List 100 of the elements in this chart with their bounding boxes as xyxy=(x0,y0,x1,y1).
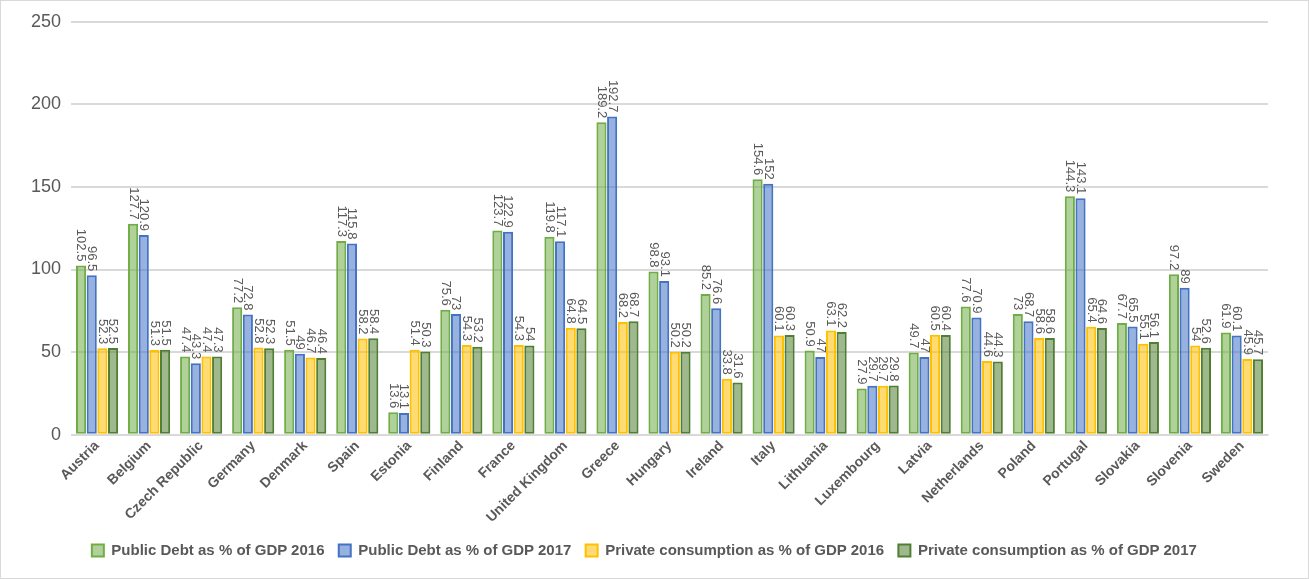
bar xyxy=(919,357,930,434)
bar xyxy=(264,348,275,434)
bar xyxy=(825,330,837,434)
bar xyxy=(86,275,97,434)
data-label: 60.3 xyxy=(783,305,799,332)
y-tick-label: 150 xyxy=(30,175,62,196)
data-label: 96.5 xyxy=(85,246,101,272)
bar xyxy=(420,351,431,434)
bar xyxy=(502,231,514,434)
bar xyxy=(700,293,711,434)
bar xyxy=(284,349,295,434)
bar xyxy=(1064,196,1075,434)
bar xyxy=(971,317,982,434)
data-label: 85.2 xyxy=(698,264,714,290)
legend-label: Public Debt as % of GDP 2017 xyxy=(358,540,572,558)
bar xyxy=(212,356,223,434)
bar xyxy=(908,352,919,434)
y-tick-label: 50 xyxy=(41,341,62,362)
bar xyxy=(1242,358,1253,434)
y-tick-label: 0 xyxy=(51,423,62,444)
bar xyxy=(576,328,587,434)
bar xyxy=(398,413,410,434)
bar xyxy=(607,116,618,434)
legend-label: Public Debt as % of GDP 2016 xyxy=(111,540,325,558)
bar xyxy=(804,350,815,434)
bar xyxy=(75,265,87,434)
bar xyxy=(1012,314,1023,434)
bar xyxy=(721,378,732,434)
bar xyxy=(659,280,670,434)
bar xyxy=(1252,359,1264,434)
bar xyxy=(1220,332,1232,434)
bar xyxy=(1116,322,1127,434)
data-label: 98.8 xyxy=(646,242,662,268)
bar xyxy=(877,385,889,434)
bar xyxy=(440,309,451,434)
bar xyxy=(253,347,264,434)
bar xyxy=(190,363,201,434)
bar xyxy=(450,314,462,434)
bar xyxy=(1044,337,1055,434)
data-label: 60.1 xyxy=(1230,306,1246,332)
bar xyxy=(472,346,483,434)
data-label: 51.3 xyxy=(147,320,163,346)
bar xyxy=(1086,326,1097,434)
bar xyxy=(596,122,607,434)
bar xyxy=(929,334,941,434)
bar xyxy=(409,349,420,434)
bar xyxy=(565,327,576,434)
bar xyxy=(555,241,566,434)
bar xyxy=(336,240,347,434)
bar xyxy=(180,356,191,434)
bar xyxy=(524,345,535,434)
bar xyxy=(669,351,680,434)
bar xyxy=(201,356,212,434)
bar xyxy=(773,335,784,434)
bar xyxy=(867,385,878,434)
bar xyxy=(1034,337,1045,434)
bar xyxy=(128,223,139,434)
data-label: 62.2 xyxy=(835,302,851,328)
data-label: 50.9 xyxy=(803,321,819,347)
bar xyxy=(836,331,847,434)
bar xyxy=(544,236,555,434)
bar xyxy=(357,338,368,434)
legend-label: Private consumption as % of GDP 2016 xyxy=(605,540,885,558)
bar xyxy=(752,179,763,434)
bar xyxy=(1190,345,1201,434)
bar xyxy=(617,322,628,434)
bar xyxy=(1148,342,1159,434)
bar xyxy=(107,347,119,434)
bar xyxy=(232,307,243,434)
bar xyxy=(316,358,327,434)
bar xyxy=(368,338,379,434)
data-label: 52.8 xyxy=(251,318,267,344)
data-label: 89 xyxy=(1178,269,1194,284)
y-tick-label: 200 xyxy=(30,93,62,114)
bar xyxy=(1138,343,1149,434)
bar xyxy=(856,388,867,434)
bar xyxy=(940,334,951,434)
bar xyxy=(305,357,316,434)
bar xyxy=(160,349,171,434)
bar xyxy=(815,357,826,434)
data-label: 119.8 xyxy=(542,201,558,233)
bar xyxy=(388,412,399,434)
bar xyxy=(1231,335,1242,434)
bar xyxy=(1179,287,1190,434)
bar xyxy=(242,314,253,434)
bar xyxy=(513,345,524,434)
bar xyxy=(982,361,993,434)
bar xyxy=(346,243,357,434)
legend-label: Private consumption as % of GDP 2017 xyxy=(917,540,1197,558)
bar xyxy=(680,351,691,434)
bar xyxy=(1168,274,1179,434)
bar xyxy=(648,271,659,434)
bar xyxy=(138,235,149,434)
bar xyxy=(1127,326,1138,434)
bar xyxy=(628,321,639,434)
data-label: 60.4 xyxy=(939,305,955,331)
y-tick-label: 250 xyxy=(30,10,62,31)
bar xyxy=(732,382,743,434)
bar xyxy=(294,353,305,434)
bar xyxy=(784,335,795,434)
